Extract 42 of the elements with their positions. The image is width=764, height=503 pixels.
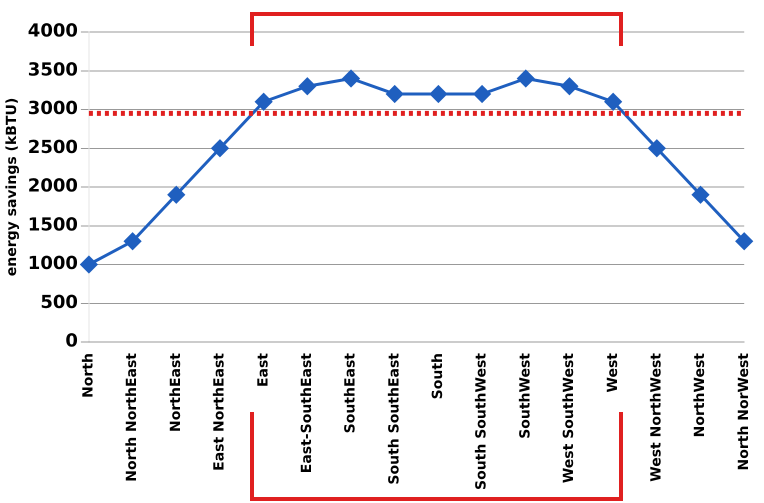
y-tick-label: 4000 xyxy=(28,20,78,42)
x-tick-label: West SouthWest xyxy=(561,352,578,484)
x-tick-label: North NorthEast xyxy=(124,352,140,482)
y-tick-label: 3000 xyxy=(28,98,78,120)
point xyxy=(168,186,185,204)
point xyxy=(648,140,666,157)
y-tick-label: 500 xyxy=(40,292,78,313)
x-tick-label: South xyxy=(430,353,446,400)
x-tick-label: East NorthEast xyxy=(212,352,228,471)
x-tick-label: NorthEast xyxy=(168,352,184,432)
point xyxy=(80,256,98,274)
point xyxy=(736,232,753,250)
point xyxy=(430,86,447,102)
y-tick-label: 1000 xyxy=(28,253,78,274)
y-tick-label: 2000 xyxy=(28,176,78,197)
x-tick-label: SouthEast xyxy=(342,352,359,434)
point xyxy=(342,70,360,87)
x-tick-label: West xyxy=(604,352,621,392)
point xyxy=(604,93,622,110)
y-tick-label: 2500 xyxy=(28,136,78,158)
x-tick-label: SouthWest xyxy=(517,352,534,439)
point xyxy=(560,78,578,95)
x-tick-label: South SouthEast xyxy=(386,352,402,485)
x-tick-label: South SouthWest xyxy=(474,352,490,490)
y-tick-label: 3500 xyxy=(28,59,78,80)
x-tick-label: East-SouthEast xyxy=(298,352,315,474)
point xyxy=(298,78,316,95)
y-axis-title: energy savings (kBTU) xyxy=(4,98,20,276)
y-tick-label: 1500 xyxy=(28,214,78,236)
x-tick-label: North NorWest xyxy=(736,352,752,470)
point xyxy=(386,86,404,102)
point xyxy=(474,86,491,102)
point xyxy=(124,232,142,250)
point xyxy=(517,70,534,87)
x-tick-label: East xyxy=(255,352,272,388)
point xyxy=(255,93,272,110)
x-tick-label: NorthWest xyxy=(692,352,708,438)
x-tick-label: North xyxy=(80,353,97,398)
point xyxy=(211,140,228,157)
x-tick-label: West NorthWest xyxy=(648,352,664,482)
point xyxy=(692,186,710,204)
y-tick-label: 0 xyxy=(65,330,78,352)
